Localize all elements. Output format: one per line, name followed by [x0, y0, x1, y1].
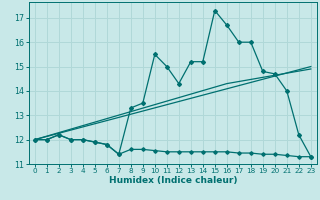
X-axis label: Humidex (Indice chaleur): Humidex (Indice chaleur): [108, 176, 237, 185]
